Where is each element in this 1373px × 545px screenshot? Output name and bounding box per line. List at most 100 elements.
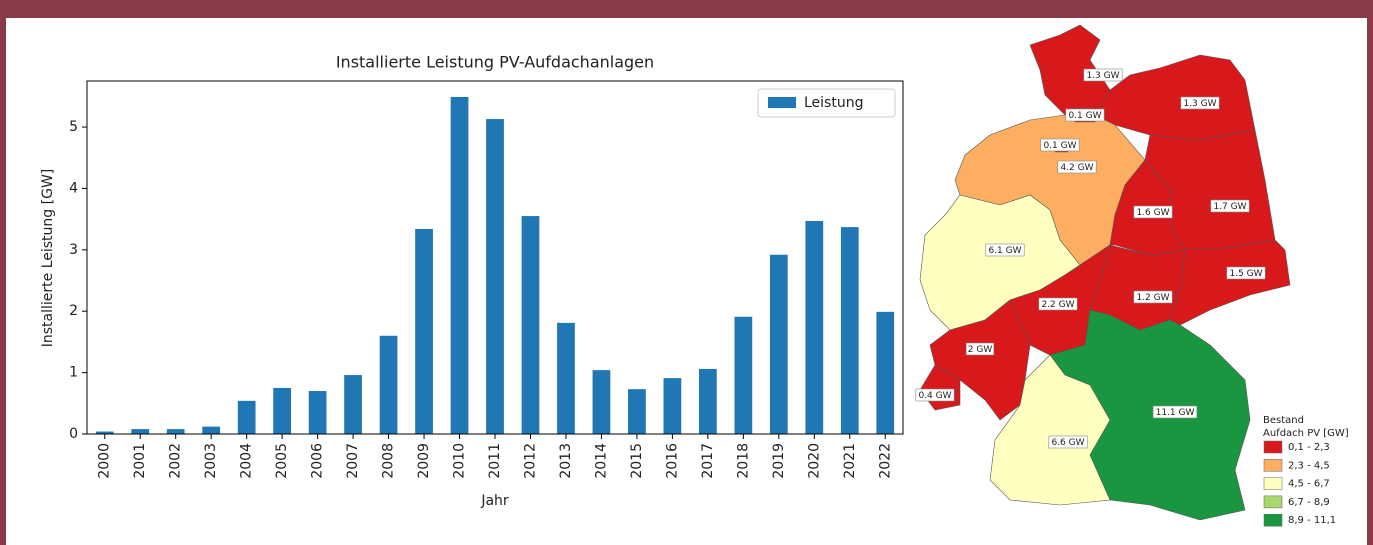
y-tick-label: 0 bbox=[69, 426, 78, 442]
x-tick-label: 2009 bbox=[416, 443, 432, 479]
x-tick-label: 2010 bbox=[452, 443, 468, 479]
legend-swatch bbox=[1263, 495, 1283, 509]
bar bbox=[486, 119, 504, 434]
region-label-box bbox=[1065, 108, 1105, 122]
x-tick-label: 2005 bbox=[274, 443, 290, 479]
region-label-box bbox=[1180, 96, 1220, 110]
x-tick-label: 2011 bbox=[487, 443, 503, 479]
x-tick-label: 2003 bbox=[203, 443, 219, 479]
bar bbox=[273, 387, 291, 434]
bar bbox=[131, 429, 150, 434]
region-label-box bbox=[965, 342, 995, 356]
region-label: 1.6 GW bbox=[1136, 208, 1169, 218]
region bbox=[1169, 239, 1291, 326]
y-tick-label: 5 bbox=[69, 119, 78, 135]
x-tick-label: 2014 bbox=[593, 443, 609, 479]
y-tick-label: 2 bbox=[69, 303, 78, 319]
region-label: 0.4 GW bbox=[918, 391, 951, 401]
legend-swatch bbox=[1263, 459, 1283, 472]
legend-swatch bbox=[1263, 440, 1283, 454]
bar bbox=[95, 431, 114, 434]
bar bbox=[557, 322, 575, 434]
x-axis-label: Jahr bbox=[480, 493, 509, 509]
legend-box bbox=[757, 88, 896, 118]
x-tick-label: 2016 bbox=[664, 443, 680, 479]
region bbox=[929, 299, 1031, 421]
region-label-box bbox=[1040, 138, 1080, 152]
bar bbox=[202, 426, 221, 434]
bar bbox=[521, 216, 540, 434]
x-tick-label: 2008 bbox=[381, 443, 397, 479]
x-tick-label: 2002 bbox=[168, 443, 184, 479]
x-tick-label: 2015 bbox=[629, 443, 645, 479]
x-tick-label: 2006 bbox=[310, 443, 326, 479]
bar bbox=[805, 220, 824, 434]
bar bbox=[663, 378, 682, 434]
legend-label: 0,1 - 2,3 bbox=[1288, 442, 1330, 453]
legend-label: 4,5 - 6,7 bbox=[1288, 479, 1330, 490]
region-label: 1.7 GW bbox=[1213, 202, 1246, 212]
x-tick-label: 2013 bbox=[558, 443, 574, 479]
region-label: 0.1 GW bbox=[1068, 111, 1101, 121]
x-tick-label: 2004 bbox=[239, 443, 255, 479]
region-label-box bbox=[985, 243, 1025, 257]
y-tick-label: 1 bbox=[69, 365, 78, 381]
region-label: 4.2 GW bbox=[1060, 163, 1093, 173]
region-label: 11.1 GW bbox=[1156, 408, 1195, 418]
region-label-box bbox=[1038, 297, 1078, 311]
x-tick-label: 2012 bbox=[522, 443, 538, 479]
region-label: 1.2 GW bbox=[1136, 293, 1169, 303]
y-axis-label: Installierte Leistung [GW] bbox=[40, 169, 56, 348]
bar bbox=[237, 400, 256, 434]
bar bbox=[769, 254, 788, 434]
bar bbox=[628, 389, 646, 434]
chart-title: Installierte Leistung PV-Aufdachanlagen bbox=[336, 53, 654, 72]
legend-swatch bbox=[1263, 513, 1283, 527]
legend-swatch bbox=[768, 97, 796, 108]
legend-swatch bbox=[1263, 477, 1283, 490]
region-label: 0.1 GW bbox=[1043, 141, 1076, 151]
region-label-box bbox=[1048, 435, 1088, 449]
region-label-box bbox=[1057, 160, 1097, 174]
x-tick-label: 2020 bbox=[806, 443, 822, 479]
x-tick-label: 2017 bbox=[700, 443, 716, 479]
legend-label: 6,7 - 8,9 bbox=[1288, 497, 1330, 508]
region-label: 1.3 GW bbox=[1086, 71, 1119, 81]
y-tick-label: 3 bbox=[69, 242, 78, 258]
region-label-box bbox=[1226, 266, 1266, 280]
bar bbox=[450, 96, 469, 435]
bar bbox=[344, 375, 362, 434]
region-label: 2 GW bbox=[968, 345, 993, 355]
bar bbox=[308, 391, 327, 434]
x-tick-label: 2007 bbox=[345, 443, 361, 479]
region bbox=[989, 354, 1111, 506]
bar bbox=[699, 368, 717, 434]
legend-label: 2,3 - 4,5 bbox=[1288, 460, 1330, 471]
x-tick-label: 2022 bbox=[877, 443, 893, 479]
x-tick-label: 2021 bbox=[842, 443, 858, 479]
x-tick-label: 2001 bbox=[132, 443, 148, 479]
bar bbox=[592, 370, 611, 434]
bar bbox=[166, 429, 185, 434]
region-label: 6.1 GW bbox=[988, 246, 1021, 256]
y-tick-label: 4 bbox=[69, 180, 78, 196]
region-label-box bbox=[915, 388, 955, 402]
legend-title: Bestand bbox=[1263, 415, 1304, 426]
region-label: 2.2 GW bbox=[1041, 300, 1074, 310]
region-label: 1.5 GW bbox=[1229, 269, 1262, 279]
bar bbox=[734, 316, 753, 434]
x-tick-label: 2000 bbox=[97, 443, 113, 479]
region-label-box bbox=[1133, 290, 1173, 304]
plot-frame bbox=[86, 80, 904, 435]
region-label-box bbox=[1210, 199, 1250, 213]
legend-title: Aufdach PV [GW] bbox=[1263, 428, 1349, 439]
region-label-box bbox=[1083, 68, 1123, 82]
x-tick-label: 2018 bbox=[735, 443, 751, 479]
region-label-box bbox=[1133, 205, 1173, 219]
map bbox=[919, 24, 1291, 521]
region-label: 1.3 GW bbox=[1183, 99, 1216, 109]
legend-label: 8,9 - 11,1 bbox=[1288, 515, 1336, 526]
bar bbox=[840, 227, 859, 434]
region-label: 6.6 GW bbox=[1051, 438, 1084, 448]
